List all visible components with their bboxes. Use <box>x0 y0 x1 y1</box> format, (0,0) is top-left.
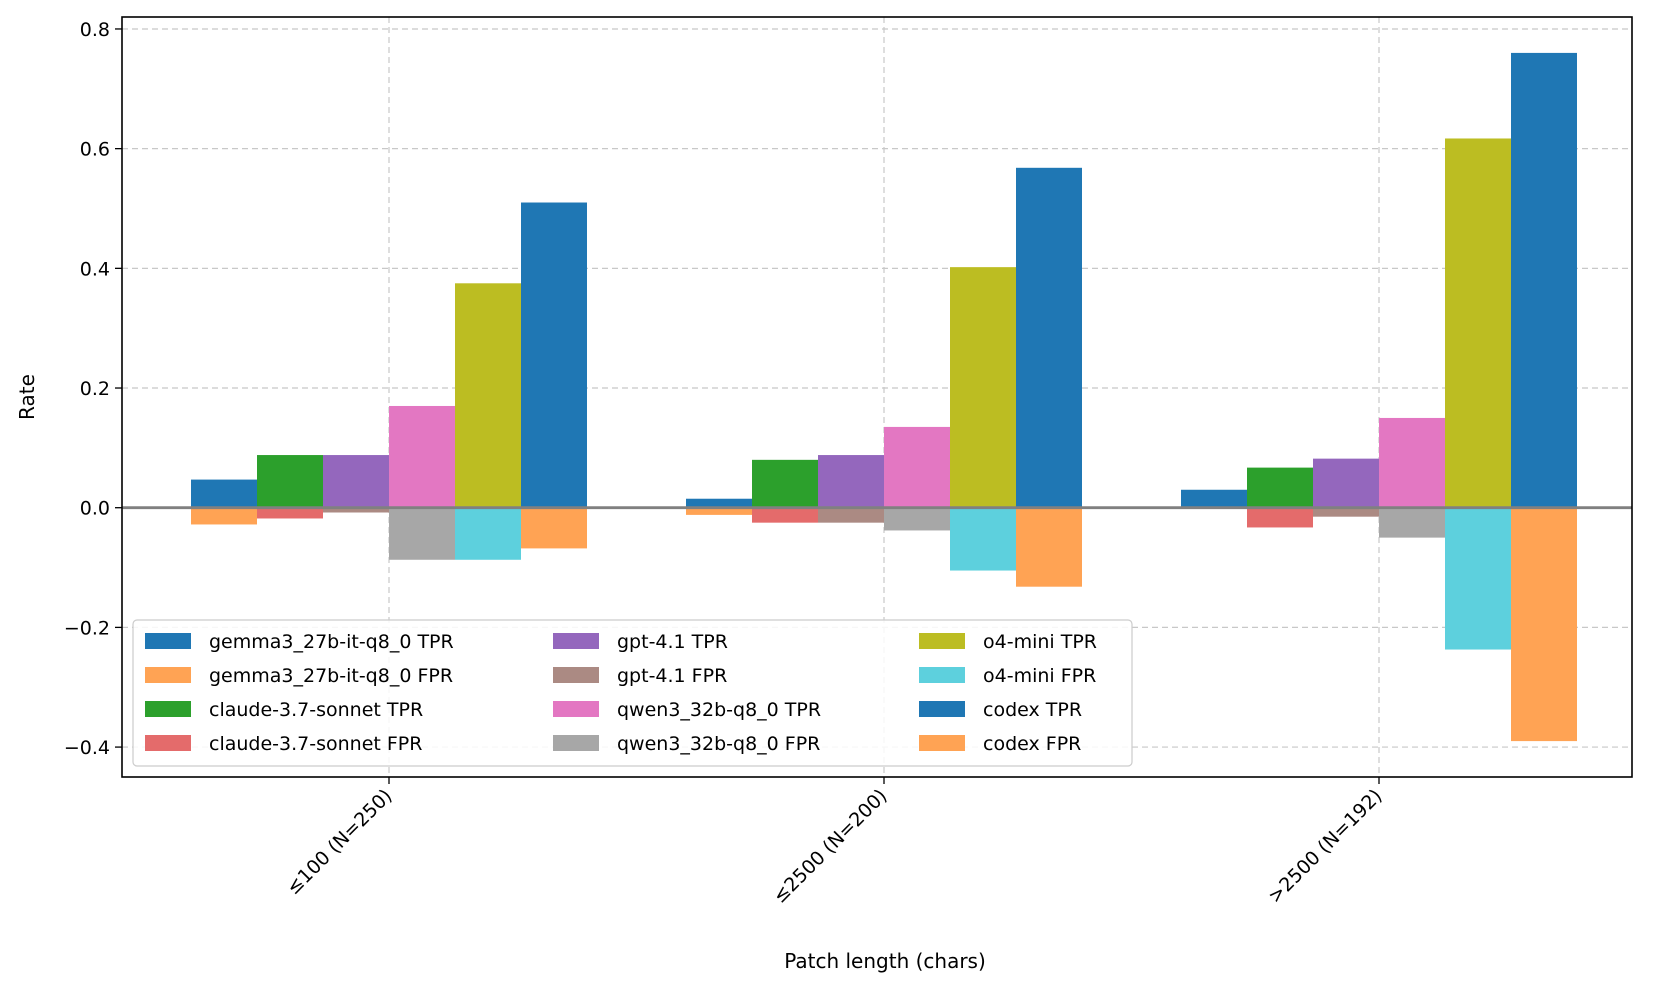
legend-label: codex TPR <box>983 699 1082 721</box>
bar-tpr <box>818 455 884 508</box>
x-tick-label: ≤2500 (N=200) <box>769 785 892 908</box>
legend: gemma3_27b-it-q8_0 TPR gemma3_27b-it-q8_0… <box>132 619 1133 767</box>
bar-tpr <box>521 202 587 508</box>
bar-tpr <box>455 283 521 508</box>
bar-fpr <box>521 507 587 549</box>
bar-fpr <box>1313 507 1379 517</box>
legend-swatch <box>919 735 965 751</box>
legend-label: claude-3.7-sonnet TPR <box>209 699 423 721</box>
plot-frame <box>121 16 1633 778</box>
bar-tpr <box>950 267 1016 508</box>
legend-swatch <box>145 735 191 751</box>
bar-tpr <box>1379 417 1445 508</box>
bar-fpr <box>323 507 389 513</box>
bar-fpr <box>1445 507 1511 650</box>
bar-fpr <box>455 507 521 560</box>
bar-fpr <box>1379 507 1445 538</box>
bar-tpr <box>389 405 455 508</box>
legend-label: gemma3_27b-it-q8_0 FPR <box>209 665 453 687</box>
bar-fpr <box>686 507 752 515</box>
legend-frame <box>132 619 1133 767</box>
bar-tpr <box>1511 52 1577 508</box>
bar-fpr <box>950 507 1016 571</box>
legend-label: qwen3_32b-q8_0 TPR <box>617 699 821 721</box>
y-tick-label: 0.0 <box>80 498 110 520</box>
legend-swatch <box>919 701 965 717</box>
bar-fpr <box>818 507 884 523</box>
bar-tpr <box>323 455 389 508</box>
y-tick-label: 0.4 <box>80 258 110 280</box>
bar-fpr <box>257 507 323 519</box>
bar-tpr <box>884 426 950 508</box>
y-tick-label: 0.8 <box>80 19 110 41</box>
bars-layer <box>191 52 1577 742</box>
legend-label: gpt-4.1 FPR <box>617 665 727 687</box>
bar-tpr <box>1247 467 1313 508</box>
bar-fpr <box>1511 507 1577 742</box>
legend-label: claude-3.7-sonnet FPR <box>209 733 422 755</box>
bar-tpr <box>1181 489 1247 508</box>
x-tick-label: ≤100 (N=250) <box>282 785 396 899</box>
bar-tpr <box>191 479 257 508</box>
legend-swatch <box>919 667 965 683</box>
bar-tpr <box>1313 458 1379 508</box>
bar-tpr <box>1016 167 1082 508</box>
legend-label: qwen3_32b-q8_0 FPR <box>617 733 820 755</box>
bar-fpr <box>1016 507 1082 587</box>
bar-tpr <box>257 455 323 508</box>
bar-fpr <box>752 507 818 523</box>
bar-tpr <box>1445 138 1511 508</box>
y-tick-label: 0.6 <box>80 139 110 161</box>
legend-swatch <box>145 633 191 649</box>
y-axis-label: Rate <box>15 374 39 420</box>
legend-label: o4-mini TPR <box>983 631 1097 653</box>
y-tick-label: −0.2 <box>64 617 110 639</box>
bar-fpr <box>884 507 950 531</box>
legend-label: gemma3_27b-it-q8_0 TPR <box>209 631 454 653</box>
legend-swatch <box>553 701 599 717</box>
bar-tpr <box>752 459 818 508</box>
bar-tpr <box>686 498 752 508</box>
legend-label: o4-mini FPR <box>983 665 1096 687</box>
bar-fpr <box>191 507 257 525</box>
y-tick-label: −0.4 <box>64 737 110 759</box>
legend-swatch <box>553 667 599 683</box>
bar-fpr <box>389 507 455 560</box>
x-axis-label: Patch length (chars) <box>784 949 986 973</box>
legend-label: gpt-4.1 TPR <box>617 631 728 653</box>
legend-swatch <box>553 633 599 649</box>
legend-swatch <box>919 633 965 649</box>
x-tick-label: >2500 (N=192) <box>1264 785 1387 908</box>
y-tick-label: 0.2 <box>80 378 110 400</box>
legend-swatch <box>145 667 191 683</box>
bar-fpr <box>1247 507 1313 528</box>
legend-swatch <box>145 701 191 717</box>
legend-swatch <box>553 735 599 751</box>
legend-label: codex FPR <box>983 733 1081 755</box>
